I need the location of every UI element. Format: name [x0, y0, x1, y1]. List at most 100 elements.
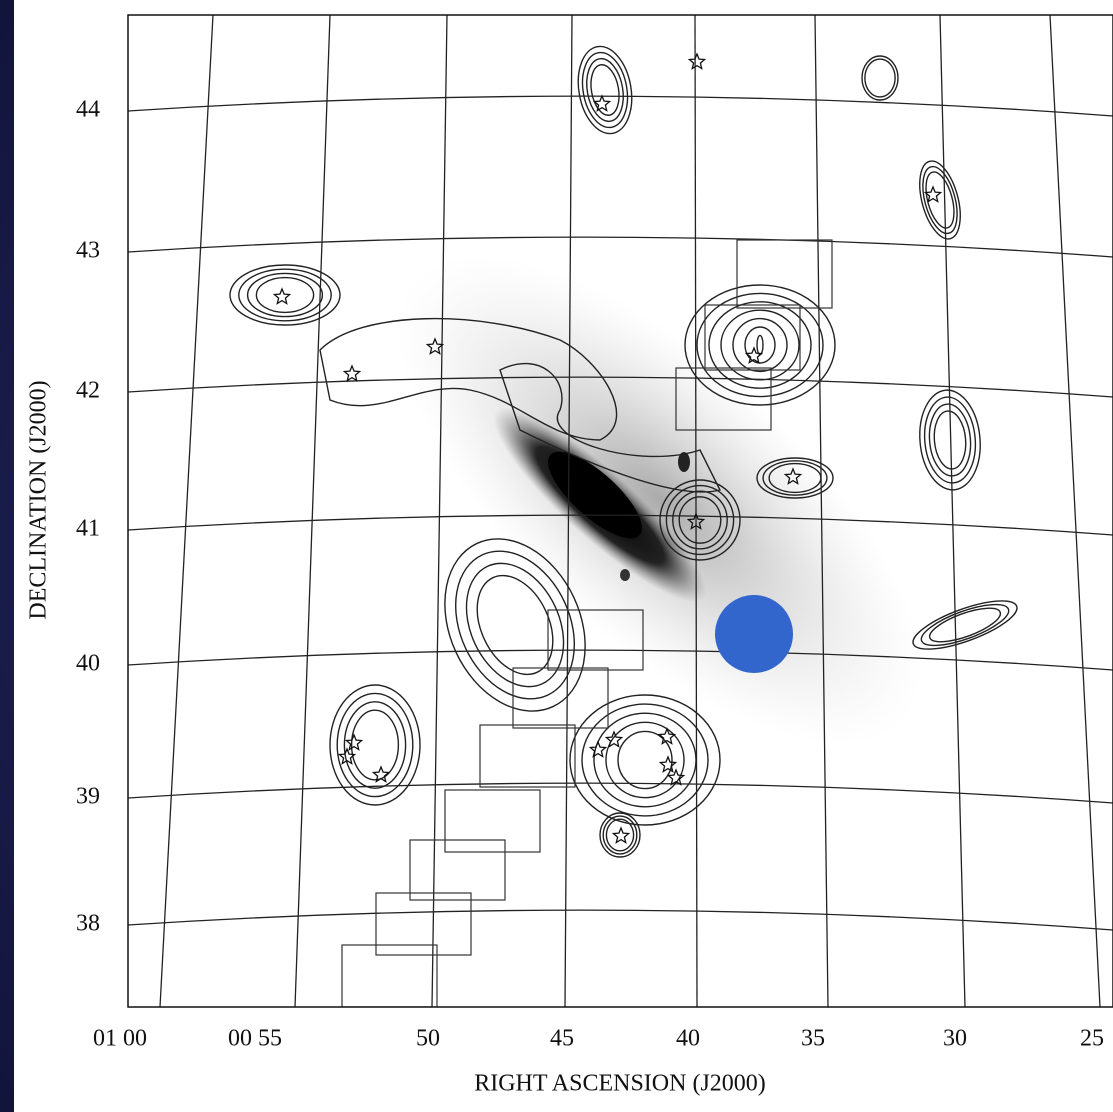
hi-contour [343, 701, 407, 789]
dec-grid-line [128, 649, 1113, 671]
survey-field [512, 667, 609, 729]
hi-contour [744, 326, 776, 364]
star-marker [923, 185, 943, 203]
satellite [620, 569, 630, 581]
hi-contour [590, 64, 620, 116]
x-tick-label: 45 [550, 1026, 574, 1052]
hi-contour [605, 721, 685, 799]
hi-contour [476, 574, 554, 676]
hi-contour [696, 292, 824, 398]
ra-grid-line [1049, 15, 1101, 1007]
star-marker [604, 730, 624, 748]
hi-contour [255, 276, 315, 314]
star-marker [611, 826, 631, 844]
dec-grid-line [128, 909, 1113, 931]
marker-dot [715, 595, 793, 673]
hi-contour [732, 317, 788, 373]
hi-contour [672, 490, 728, 550]
y-tick-label: 42 [76, 378, 100, 404]
hi-contour [499, 363, 722, 493]
hi-contour [920, 603, 1010, 647]
y-tick-label: 41 [76, 516, 100, 542]
star-marker [588, 740, 608, 758]
hi-contour [329, 684, 421, 806]
hi-contour [319, 317, 618, 441]
hi-contour [238, 268, 332, 322]
hi-contour [665, 484, 735, 556]
hi-contour [762, 460, 828, 496]
ra-grid-line [694, 15, 698, 1007]
hi-contour [465, 562, 565, 688]
dec-grid-line [128, 236, 1113, 258]
survey-field [444, 789, 541, 853]
star-marker [371, 765, 391, 783]
y-tick-label: 40 [76, 651, 100, 677]
hi-contour [444, 538, 586, 712]
x-tick-label: 40 [676, 1026, 700, 1052]
hi-contour [925, 171, 955, 229]
hi-contour [919, 389, 981, 491]
star-marker [425, 337, 445, 355]
x-axis-label: RIGHT ASCENSION (J2000) [474, 1071, 766, 1097]
hi-contour [928, 607, 1002, 643]
star-marker [592, 94, 612, 112]
hi-contour [678, 496, 722, 544]
hi-contour [581, 703, 709, 817]
dec-grid-line [128, 514, 1113, 536]
x-tick-label: 25 [1080, 1026, 1104, 1052]
hi-contour [919, 160, 961, 240]
hi-contour [602, 815, 638, 855]
hi-contour [246, 272, 324, 318]
survey-field [479, 724, 576, 788]
hi-contour [586, 57, 624, 123]
survey-field [736, 239, 833, 309]
star-marker [666, 768, 686, 786]
hi-contour [569, 694, 721, 826]
star-marker [342, 364, 362, 382]
x-tick-label: 35 [801, 1026, 825, 1052]
dec-grid-line [128, 95, 1113, 117]
hi-contour [659, 479, 741, 561]
ra-grid-line [294, 15, 331, 1007]
survey-field [547, 609, 644, 671]
hi-contour [720, 309, 800, 381]
y-tick-label: 44 [76, 97, 100, 123]
galaxy-core [548, 451, 642, 539]
hi-contour [599, 812, 641, 858]
hi-contour [581, 51, 629, 129]
dec-grid-line [128, 782, 1113, 804]
survey-field [375, 892, 472, 956]
hi-contour [768, 462, 822, 494]
hi-contour [922, 165, 958, 235]
star-marker [337, 747, 357, 765]
hi-contour [229, 264, 341, 326]
star-marker [783, 467, 803, 485]
survey-field [704, 304, 801, 371]
hi-contour [861, 55, 899, 101]
x-tick-label: 50 [416, 1026, 440, 1052]
hi-contour [933, 410, 967, 470]
hi-contour [336, 692, 414, 798]
plot-area [128, 15, 1113, 1007]
hi-contour [605, 818, 635, 852]
hi-contour [923, 396, 977, 484]
satellite [678, 452, 690, 472]
star-marker [272, 287, 292, 305]
y-axis-label: DECLINATION (J2000) [26, 380, 52, 619]
ra-grid-line [814, 15, 829, 1007]
x-tick-label: 30 [943, 1026, 967, 1052]
x-tick-label: 00 55 [228, 1026, 282, 1052]
y-tick-label: 38 [76, 911, 100, 937]
hi-contour [708, 301, 812, 389]
star-marker [686, 512, 706, 530]
ra-grid-line [431, 15, 448, 1007]
y-tick-label: 43 [76, 238, 100, 264]
hi-contour [928, 403, 972, 477]
hi-contour [350, 709, 400, 781]
star-marker [658, 755, 678, 773]
ra-grid-line [159, 15, 214, 1007]
plot-frame [127, 14, 1113, 1008]
x-tick-label: 01 00 [93, 1026, 147, 1052]
survey-field [675, 367, 772, 431]
